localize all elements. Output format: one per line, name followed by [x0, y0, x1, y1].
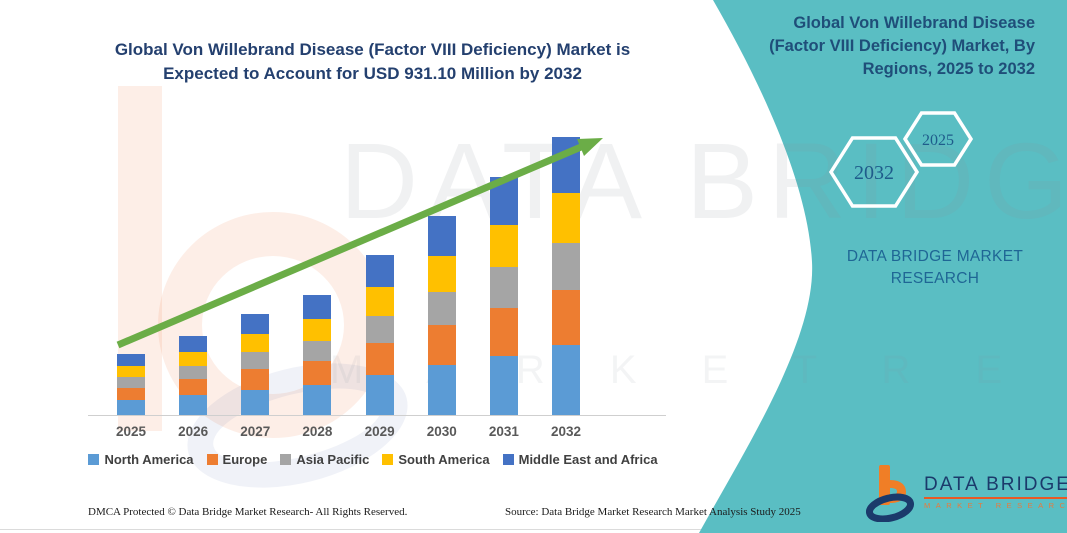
- bottom-divider: [0, 529, 1067, 530]
- bar-segment-south-america: [117, 366, 145, 378]
- bar-segment-europe: [303, 361, 332, 386]
- bar-segment-north-america: [241, 389, 270, 415]
- chart-title: Global Von Willebrand Disease (Factor VI…: [85, 38, 660, 86]
- logo-subtext: MARKET RESEARCH: [924, 501, 1067, 510]
- legend-label: North America: [104, 452, 194, 467]
- x-axis-tick-2029: 2029: [364, 424, 395, 439]
- x-axis-line: [88, 415, 666, 416]
- x-axis-tick-2031: 2031: [488, 424, 519, 439]
- footer-dmca-text: DMCA Protected © Data Bridge Market Rese…: [88, 506, 408, 518]
- legend-swatch: [206, 454, 218, 465]
- bar-segment-asia-pacific: [365, 315, 394, 343]
- logo-text-block: DATA BRIDGE MARKET RESEARCH: [924, 474, 1067, 510]
- legend-item-europe: Europe: [206, 452, 268, 467]
- teal-swoosh-shape: [699, 0, 1067, 533]
- stacked-bar-2028: [303, 294, 332, 415]
- hexagon-2032-outline: [828, 136, 920, 208]
- bar-segment-south-america: [427, 255, 456, 292]
- stacked-bar-2030: [427, 215, 456, 415]
- legend-label: Europe: [222, 452, 268, 467]
- bar-segment-asia-pacific: [427, 291, 456, 326]
- bar-segment-south-america: [552, 192, 581, 243]
- legend-swatch: [382, 454, 394, 465]
- legend-item-asia-pacific: Asia Pacific: [280, 452, 369, 467]
- bar-segment-middle-east-and-africa: [241, 314, 270, 335]
- bar-segment-middle-east-and-africa: [365, 254, 394, 287]
- bar-segment-europe: [365, 343, 394, 375]
- bar-segment-south-america: [179, 351, 208, 367]
- bar-segment-north-america: [303, 385, 332, 415]
- legend-label: Middle East and Africa: [518, 452, 658, 467]
- bar-segment-europe: [117, 387, 145, 400]
- bar-segment-middle-east-and-africa: [427, 215, 456, 256]
- hexagon-badges: 2032 2025: [828, 111, 974, 208]
- bar-segment-asia-pacific: [179, 366, 208, 380]
- bar-segment-europe: [427, 325, 456, 366]
- bar-segment-north-america: [179, 395, 208, 415]
- legend-swatch: [502, 454, 514, 465]
- bar-segment-asia-pacific: [303, 340, 332, 362]
- bar-segment-europe: [241, 369, 270, 390]
- side-panel-title: Global Von Willebrand Disease (Factor VI…: [769, 14, 1035, 78]
- bar-segment-asia-pacific: [241, 352, 270, 370]
- data-bridge-logo: DATA BRIDGE MARKET RESEARCH: [866, 460, 1067, 524]
- hexagon-2025-label: 2025: [922, 132, 954, 149]
- chart-title-line1: Global Von Willebrand Disease (Factor VI…: [114, 40, 631, 59]
- hexagon-2025-outline: [902, 111, 974, 167]
- bar-segment-south-america: [303, 319, 332, 341]
- bar-segment-europe: [179, 379, 208, 396]
- stacked-bar-2027: [241, 314, 270, 415]
- chart-legend: North America Europe Asia Pacific South Ame…: [75, 452, 671, 467]
- x-axis-tick-2027: 2027: [240, 424, 271, 439]
- data-bridge-logo-icon: [866, 465, 915, 522]
- bar-segment-middle-east-and-africa: [303, 294, 332, 320]
- bar-segment-europe: [489, 308, 518, 356]
- bar-segment-north-america: [117, 399, 145, 415]
- legend-item-middle-east-and-africa: Middle East and Africa: [502, 452, 658, 467]
- bar-segment-middle-east-and-africa: [489, 177, 518, 225]
- chart-title-line2: Expected to Account for USD 931.10 Milli…: [163, 64, 582, 84]
- x-axis-tick-2030: 2030: [426, 424, 457, 439]
- bar-segment-north-america: [365, 374, 394, 415]
- bar-segment-middle-east-and-africa: [117, 354, 145, 367]
- brand-wordmark-text: DATA BRIDGE MARKET RESEARCH: [846, 248, 1024, 288]
- stacked-bar-2031: [489, 177, 518, 415]
- bar-segment-asia-pacific: [552, 242, 581, 290]
- legend-label: South America: [398, 452, 490, 467]
- bar-segment-north-america: [552, 345, 581, 415]
- hexagon-2032-label: 2032: [854, 162, 894, 184]
- logo-d-swoosh: [866, 493, 915, 522]
- bar-segment-middle-east-and-africa: [552, 137, 581, 193]
- bar-segment-europe: [552, 289, 581, 346]
- bar-segment-asia-pacific: [117, 377, 145, 388]
- bar-segment-south-america: [241, 334, 270, 353]
- x-axis-tick-2025: 2025: [115, 424, 147, 439]
- x-axis-tick-2028: 2028: [302, 424, 333, 439]
- x-axis-tick-2026: 2026: [178, 424, 209, 439]
- x-axis-tick-2032: 2032: [551, 424, 582, 439]
- legend-item-south-america: South America: [382, 452, 490, 467]
- legend-swatch: [88, 454, 100, 465]
- bar-segment-north-america: [427, 365, 456, 415]
- bar-segment-north-america: [489, 355, 518, 415]
- bar-segment-south-america: [365, 286, 394, 316]
- logo-name-text: DATA BRIDGE: [924, 474, 1067, 499]
- bar-segment-asia-pacific: [489, 267, 518, 309]
- bar-segment-south-america: [489, 224, 518, 268]
- stacked-bar-2026: [179, 335, 208, 415]
- stacked-bar-2025: [117, 354, 145, 415]
- bar-segment-middle-east-and-africa: [179, 335, 208, 352]
- legend-item-north-america: North America: [88, 452, 194, 467]
- legend-label: Asia Pacific: [296, 452, 370, 467]
- footer-source-text: Source: Data Bridge Market Research Mark…: [505, 506, 801, 518]
- stacked-bar-2029: [365, 254, 394, 415]
- legend-swatch: [280, 454, 292, 465]
- stacked-bar-2032: [552, 137, 581, 415]
